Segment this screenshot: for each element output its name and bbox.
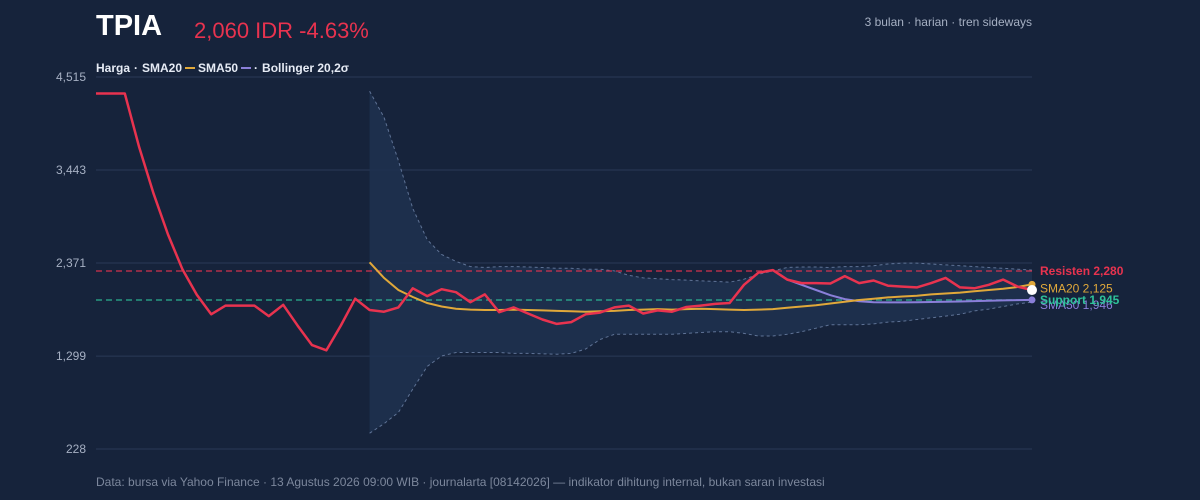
y-tick-label: 1,299 xyxy=(56,349,86,363)
legend-sma20-swatch xyxy=(185,67,196,69)
bollinger-lower-line xyxy=(369,301,1033,434)
ticker-symbol: TPIA xyxy=(96,10,163,42)
bollinger-band-area xyxy=(369,91,1033,434)
price-change: 2,060 IDR -4.63% xyxy=(194,18,369,43)
chart-legend: Harga · SMA20 SMA50 · Bollinger 20,2σ xyxy=(96,61,349,75)
y-tick-label: 2,371 xyxy=(56,256,86,270)
chart-footer: Data: bursa via Yahoo Finance · 13 Agust… xyxy=(96,475,825,489)
legend-separator: · xyxy=(134,61,139,75)
price-line xyxy=(96,92,1033,352)
y-tick-label: 228 xyxy=(66,442,86,456)
legend-bollinger: Bollinger 20,2σ xyxy=(262,61,349,75)
support-label: Support 1,945 xyxy=(1040,293,1120,307)
legend-sma50: SMA50 xyxy=(198,61,239,75)
sma50-end-label: SMA50 1,946 xyxy=(1040,298,1113,312)
sma20-line xyxy=(368,261,1033,313)
last-price-marker xyxy=(1027,285,1037,296)
bollinger-upper-line xyxy=(369,91,1033,283)
sma50-end-marker xyxy=(1028,296,1036,304)
y-tick-label: 3,443 xyxy=(56,163,86,177)
legend-sma20: SMA20 xyxy=(142,61,183,75)
resistance-label: Resisten 2,280 xyxy=(1040,264,1124,278)
legend-harga: Harga xyxy=(96,61,131,75)
legend-separator: · xyxy=(254,61,259,75)
chart-meta: 3 bulan · harian · tren sideways xyxy=(864,15,1032,29)
sma50-line xyxy=(786,278,1033,304)
legend-sma50-swatch xyxy=(241,67,252,69)
sma20-end-label: SMA20 2,125 xyxy=(1040,281,1113,295)
y-tick-label: 4,515 xyxy=(56,70,86,84)
